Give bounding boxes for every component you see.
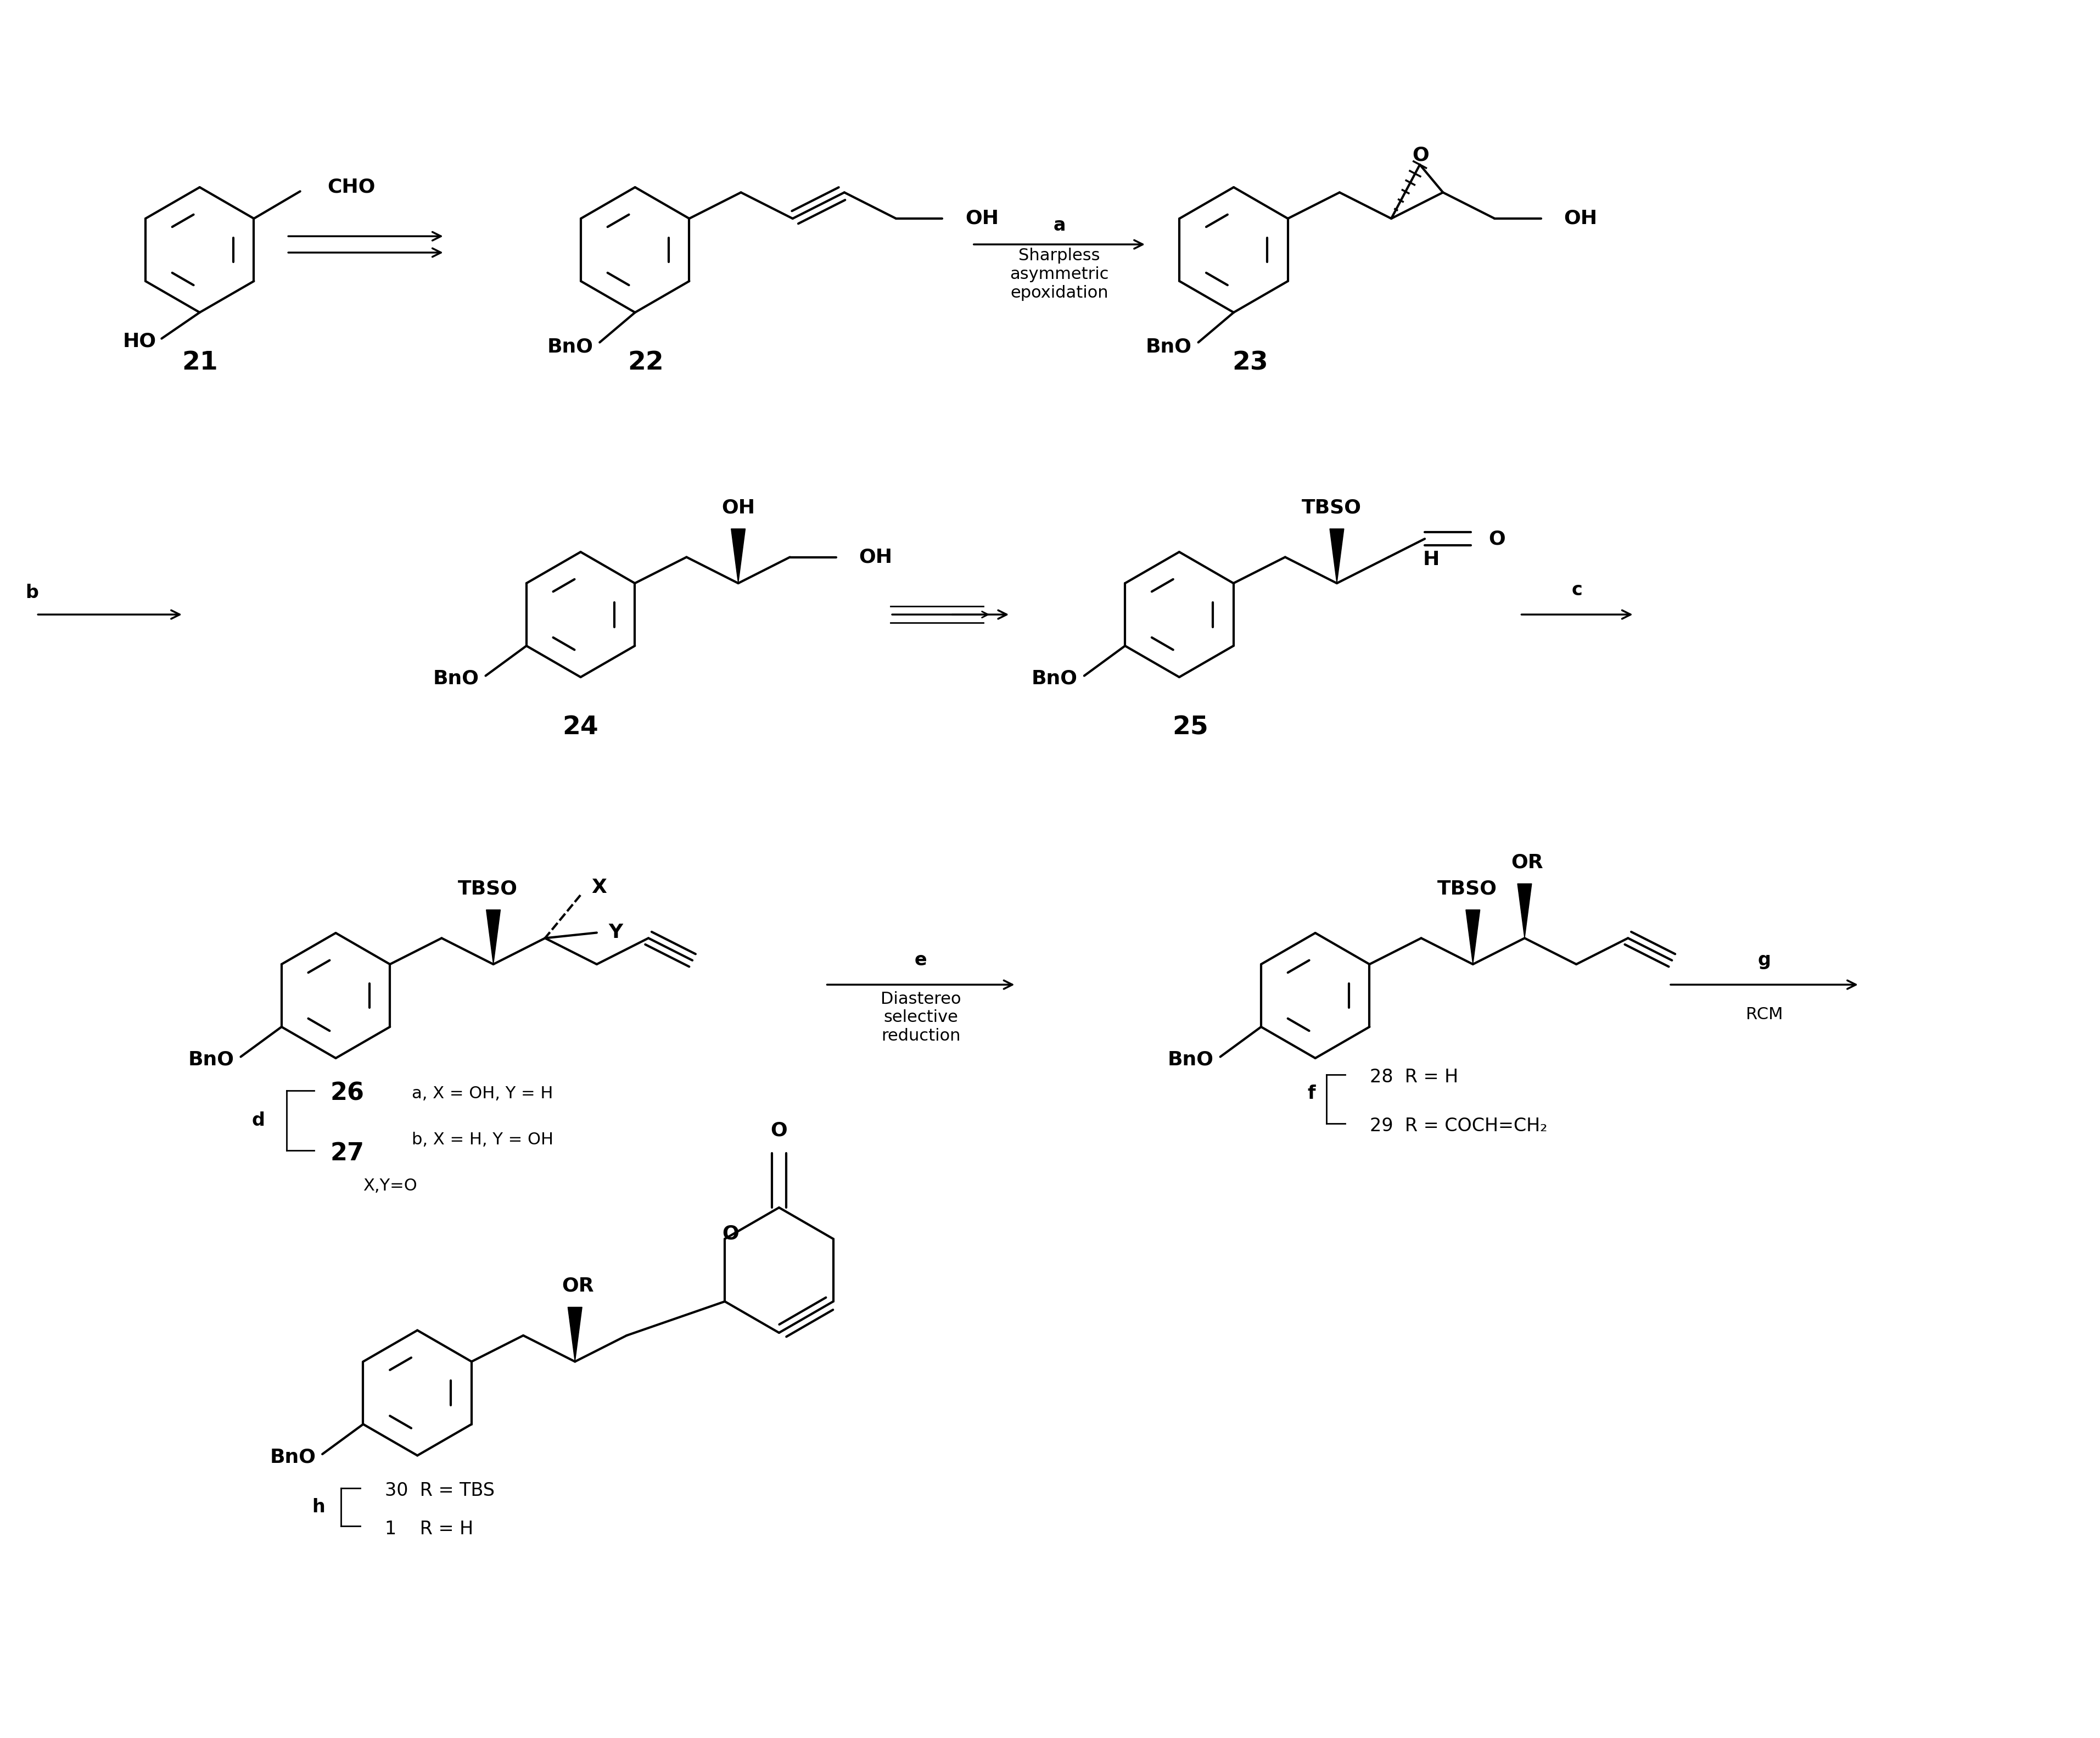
Text: e: e xyxy=(914,951,926,970)
Text: O: O xyxy=(722,1224,739,1243)
Text: O: O xyxy=(771,1121,788,1140)
Text: O: O xyxy=(1489,530,1506,547)
Text: 21: 21 xyxy=(181,351,218,375)
Text: 24: 24 xyxy=(563,716,598,740)
Text: RCM: RCM xyxy=(1745,1006,1783,1022)
Text: Sharpless
asymmetric
epoxidation: Sharpless asymmetric epoxidation xyxy=(1010,249,1109,301)
Text: BnO: BnO xyxy=(546,337,592,356)
Text: TBSO: TBSO xyxy=(458,879,519,899)
Polygon shape xyxy=(731,528,746,584)
Text: Y: Y xyxy=(609,923,624,942)
Text: 28  R = H: 28 R = H xyxy=(1369,1069,1457,1086)
Text: 26: 26 xyxy=(330,1081,363,1105)
Text: 23: 23 xyxy=(1233,351,1268,375)
Polygon shape xyxy=(1518,883,1531,939)
Text: b, X = H, Y = OH: b, X = H, Y = OH xyxy=(412,1131,554,1147)
Polygon shape xyxy=(567,1307,582,1361)
Text: 30  R = TBS: 30 R = TBS xyxy=(384,1483,494,1500)
Text: BnO: BnO xyxy=(1168,1050,1214,1069)
Polygon shape xyxy=(1329,528,1344,584)
Text: a, X = OH, Y = H: a, X = OH, Y = H xyxy=(412,1086,552,1102)
Text: 25: 25 xyxy=(1172,716,1208,740)
Text: d: d xyxy=(252,1112,265,1130)
Text: OH: OH xyxy=(859,547,893,567)
Text: g: g xyxy=(1758,951,1770,970)
Text: c: c xyxy=(1571,580,1583,600)
Text: BnO: BnO xyxy=(269,1448,315,1467)
Text: X,Y=O: X,Y=O xyxy=(363,1178,418,1194)
Text: 1    R = H: 1 R = H xyxy=(384,1521,473,1538)
Text: f: f xyxy=(1308,1085,1315,1102)
Text: O: O xyxy=(1413,146,1430,163)
Text: 27: 27 xyxy=(330,1142,363,1164)
Text: TBSO: TBSO xyxy=(1302,499,1361,516)
Polygon shape xyxy=(1466,909,1481,965)
Text: Diastereo
selective
reduction: Diastereo selective reduction xyxy=(880,991,962,1045)
Text: OH: OH xyxy=(966,209,1000,228)
Text: a: a xyxy=(1052,216,1065,235)
Text: OR: OR xyxy=(1512,853,1544,872)
Text: X: X xyxy=(592,878,607,897)
Text: BnO: BnO xyxy=(189,1050,235,1069)
Polygon shape xyxy=(487,909,500,965)
Text: TBSO: TBSO xyxy=(1439,879,1497,899)
Text: CHO: CHO xyxy=(328,177,376,196)
Text: BnO: BnO xyxy=(1031,669,1077,688)
Text: OH: OH xyxy=(722,499,756,516)
Text: OH: OH xyxy=(1565,209,1598,228)
Text: OR: OR xyxy=(561,1276,594,1295)
Text: BnO: BnO xyxy=(1147,337,1193,356)
Text: H: H xyxy=(1424,551,1441,568)
Text: BnO: BnO xyxy=(433,669,479,688)
Text: 29  R = COCH=CH₂: 29 R = COCH=CH₂ xyxy=(1369,1118,1548,1135)
Text: b: b xyxy=(25,584,38,601)
Text: HO: HO xyxy=(122,332,155,351)
Text: h: h xyxy=(311,1498,326,1516)
Text: 22: 22 xyxy=(628,351,664,375)
